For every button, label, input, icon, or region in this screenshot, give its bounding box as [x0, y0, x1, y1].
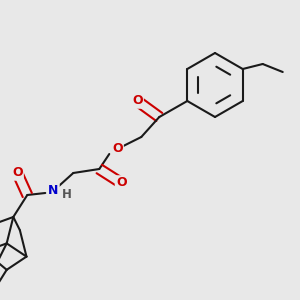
Text: O: O: [12, 167, 22, 179]
Text: O: O: [132, 94, 142, 107]
Text: O: O: [112, 142, 123, 155]
Text: H: H: [62, 188, 72, 202]
Text: N: N: [48, 184, 58, 197]
Text: O: O: [116, 176, 127, 190]
